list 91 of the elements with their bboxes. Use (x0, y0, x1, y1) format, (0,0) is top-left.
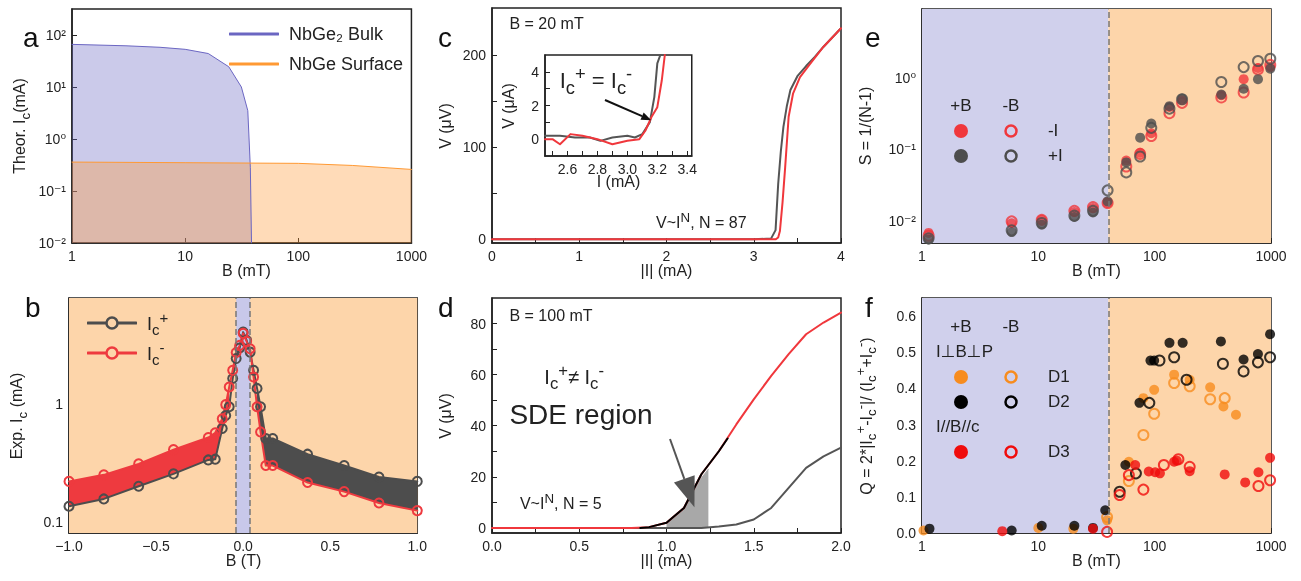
legend-label: +I (1047, 145, 1063, 168)
legend-label: -I (1047, 120, 1059, 143)
legend-label: D1 (1047, 366, 1070, 389)
x-tick-label: 1 (918, 248, 927, 264)
annotation: +B (949, 316, 973, 339)
x-tick-label: 0.5 (320, 538, 341, 554)
y-tick-label: 10² (45, 26, 67, 43)
y-tick-label: 0.2 (896, 452, 917, 469)
y-tick-label: 80 (470, 315, 487, 332)
y-tick-label: 100 (462, 139, 487, 156)
chart-title: f (865, 291, 873, 323)
x-tick-label: 1.0 (407, 538, 428, 554)
x-tick-label: 10 (177, 248, 194, 264)
legend-label: D2 (1047, 391, 1070, 414)
y-axis-title: V (μV) (437, 102, 455, 149)
chart-title: b (25, 291, 41, 323)
y-tick-label: 4 (531, 63, 540, 80)
y-axis-title: V (μV) (437, 392, 455, 439)
x-tick-label: 1000 (1255, 248, 1287, 264)
y-tick-label: 10⁰ (894, 69, 917, 86)
y-tick-label: 0.6 (896, 308, 917, 325)
x-tick-label: 0.5 (569, 538, 590, 554)
y-tick-label: 10⁻² (38, 235, 67, 251)
annotation: V~I$^{N}$, N = 87 (656, 210, 747, 233)
x-tick-label: 1000 (1255, 538, 1287, 554)
x-tick-label: 100 (286, 248, 311, 264)
annotation: B = 100 mT (509, 307, 593, 326)
y-tick-label: 0.1 (43, 513, 64, 530)
x-tick-label: 1 (68, 248, 77, 264)
x-tick-label: 100 (1142, 248, 1167, 264)
x-tick-label: 4 (837, 248, 846, 264)
x-tick-label: 1.0 (656, 538, 677, 554)
annotation: I//B//c (935, 416, 981, 439)
x-tick-label: 0.0 (233, 538, 254, 554)
x-tick-label: 3.2 (647, 161, 668, 177)
y-tick-label: 60 (470, 366, 487, 383)
y-tick-label: 10⁻² (888, 213, 917, 230)
y-tick-label: 0.3 (896, 416, 917, 433)
annotation: I⊥B⊥P (935, 341, 994, 364)
y-tick-label: 2 (531, 97, 540, 114)
annotation: +B (949, 95, 973, 118)
legend-label: D3 (1047, 441, 1070, 464)
x-axis-title: |I| (mA) (640, 552, 693, 569)
y-axis-title: V (μA) (500, 82, 518, 129)
y-tick-label: 200 (462, 47, 487, 63)
y-tick-label: 0.1 (896, 488, 917, 505)
x-tick-label: 1 (575, 248, 584, 264)
y-tick-label: 0.5 (896, 344, 917, 361)
legend-label: NbGe Surface (288, 53, 403, 75)
y-tick-label: 10⁰ (44, 130, 67, 147)
text: e (865, 21, 881, 53)
x-tick-label: 10 (1030, 538, 1047, 554)
x-axis-title: B (mT) (1072, 262, 1121, 279)
y-tick-label: 10⁻¹ (888, 141, 917, 158)
legend-label: NbGe₂ Bulk (288, 23, 383, 45)
x-axis-title: B (T) (225, 552, 262, 569)
x-tick-label: 2.6 (557, 161, 578, 177)
annotation: -B (1001, 316, 1021, 339)
y-tick-label: 20 (470, 468, 487, 485)
x-axis-title: |I| (mA) (640, 262, 693, 279)
y-tick-label: 10¹ (45, 78, 67, 95)
annotation: -B (1001, 95, 1021, 118)
x-tick-label: 100 (1142, 538, 1167, 554)
x-tick-label: 1 (918, 538, 927, 554)
x-tick-label: 2 (662, 248, 671, 264)
y-tick-label: 0 (531, 131, 540, 148)
x-axis-title: B (mT) (1072, 552, 1121, 569)
text: c (438, 21, 452, 53)
annotation: V~I$^{N}$, N = 5 (519, 490, 602, 514)
x-tick-label: 3 (749, 248, 758, 264)
chart-title: a (23, 21, 39, 53)
x-tick-label: 0 (488, 248, 497, 264)
x-tick-label: 1000 (395, 248, 428, 264)
x-tick-label: 3.4 (677, 161, 698, 177)
x-tick-label: −1.0 (55, 538, 84, 554)
x-tick-label: 1.5 (744, 538, 764, 554)
y-axis-title: S = 1/(N-1) (857, 86, 875, 166)
annotation: SDE region (509, 399, 653, 432)
y-tick-label: 0 (478, 231, 487, 248)
x-tick-label: 2.0 (831, 538, 851, 554)
y-tick-label: 0.4 (896, 380, 917, 397)
annotation: B = 20 mT (509, 15, 584, 34)
x-tick-label: −0.5 (142, 538, 171, 554)
y-tick-label: 10⁻¹ (38, 183, 67, 199)
y-tick-label: 0.0 (896, 525, 917, 541)
x-axis-title: B (mT) (222, 262, 271, 279)
x-tick-label: 10 (1030, 248, 1047, 264)
y-tick-label: 0 (478, 519, 487, 536)
chart-title: d (438, 291, 454, 323)
y-tick-label: 40 (470, 417, 487, 434)
y-tick-label: 1 (55, 396, 64, 413)
